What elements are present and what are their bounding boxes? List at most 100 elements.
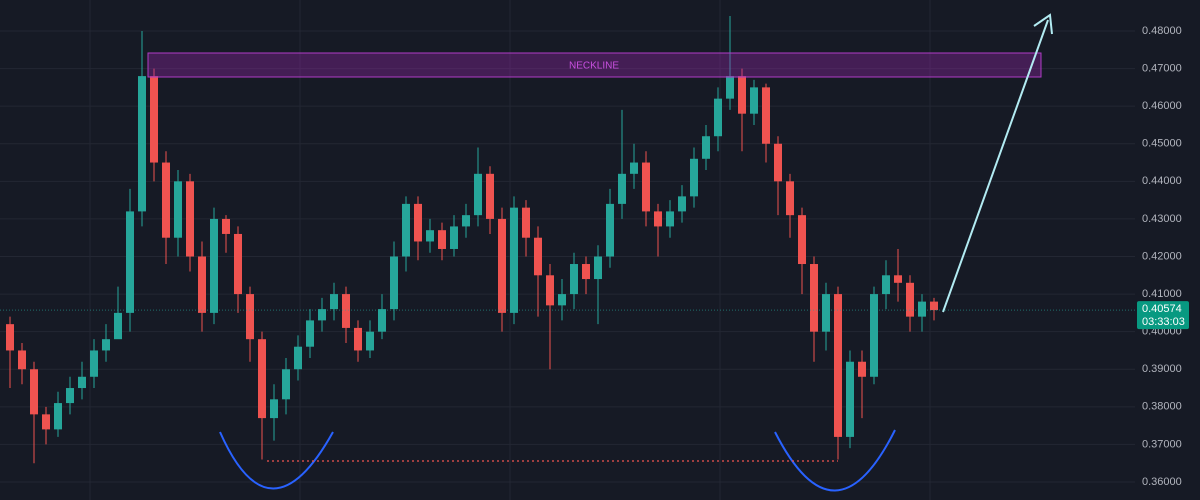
candle-body: [150, 76, 158, 163]
candle-body: [750, 87, 758, 114]
candle-body: [342, 294, 350, 328]
candle-body: [702, 136, 710, 159]
candle-body: [78, 376, 86, 389]
y-tick-label: 0.39000: [1142, 363, 1182, 375]
candle-body: [174, 181, 182, 238]
candle-body: [870, 294, 878, 377]
candle-body: [66, 388, 74, 404]
candle-body: [618, 173, 626, 204]
candle-body: [906, 282, 914, 317]
y-tick-label: 0.48000: [1142, 25, 1182, 37]
candle-body: [462, 215, 470, 227]
candle-body: [90, 350, 98, 377]
y-tick-label: 0.45000: [1142, 138, 1182, 150]
candle-body: [330, 294, 338, 310]
candle-body: [822, 294, 830, 332]
candle-body: [18, 350, 26, 370]
y-tick-label: 0.41000: [1142, 288, 1182, 300]
y-tick-label: 0.36000: [1142, 476, 1182, 488]
y-tick-label: 0.46000: [1142, 100, 1182, 112]
candle-body: [774, 143, 782, 182]
candle-body: [930, 301, 938, 311]
projection-arrow: [942, 19, 1049, 313]
candle-body: [474, 173, 482, 216]
candle-body: [606, 203, 614, 257]
candle-body: [582, 264, 590, 280]
candle-body: [6, 324, 14, 351]
candle-body: [858, 361, 866, 377]
candle-body: [270, 399, 278, 419]
candle-body: [738, 76, 746, 114]
candle-body: [690, 158, 698, 197]
candle-body: [570, 264, 578, 295]
candle-body: [234, 233, 242, 295]
candle-body: [918, 301, 926, 317]
candles: [6, 15, 938, 464]
candle-body: [186, 181, 194, 257]
candle-body: [666, 211, 674, 227]
candle-body: [594, 256, 602, 280]
arrow-head: [1033, 13, 1053, 35]
candle-body: [282, 369, 290, 400]
y-tick-label: 0.42000: [1142, 250, 1182, 262]
candle-body: [378, 309, 386, 332]
candle-body: [294, 346, 302, 370]
candle-body: [402, 203, 410, 257]
candle-body: [258, 339, 266, 419]
candle-body: [318, 309, 326, 321]
candle-body: [162, 162, 170, 238]
candle-body: [414, 203, 422, 242]
neckline-zone: [147, 52, 1042, 78]
candle-body: [894, 275, 902, 283]
candle-body: [366, 331, 374, 351]
price-axis: 0.360000.370000.380000.390000.400000.410…: [0, 25, 1189, 488]
y-tick-label: 0.43000: [1142, 213, 1182, 225]
candle-body: [126, 211, 134, 313]
candle-body: [786, 181, 794, 216]
candle-body: [846, 361, 854, 437]
candle-body: [834, 294, 842, 437]
candle-body: [510, 207, 518, 313]
candle-body: [534, 237, 542, 276]
left-shoulder-curve: [219, 431, 334, 490]
candle-body: [882, 275, 890, 295]
candle-body: [42, 414, 50, 430]
candle-body: [30, 369, 38, 415]
candle-body: [390, 256, 398, 310]
y-tick-label: 0.37000: [1142, 438, 1182, 450]
candle-body: [486, 173, 494, 219]
candle-body: [654, 211, 662, 227]
candle-body: [522, 207, 530, 238]
candle-body: [138, 76, 146, 212]
horizontal-grid: [0, 30, 1135, 483]
candle-body: [114, 312, 122, 340]
drawings: NECKLINE: [147, 13, 1053, 492]
candle-body: [498, 218, 506, 313]
candle-body: [546, 275, 554, 306]
candle-body: [558, 294, 566, 306]
candle-body: [354, 327, 362, 351]
candle-body: [762, 87, 770, 144]
neckline-label: NECKLINE: [569, 61, 619, 72]
y-tick-label: 0.38000: [1142, 401, 1182, 413]
candle-body: [426, 230, 434, 242]
candle-body: [678, 196, 686, 212]
candle-body: [798, 215, 806, 265]
candle-body: [102, 339, 110, 351]
last-price-label: 0.40574: [1142, 303, 1182, 315]
candle-body: [306, 320, 314, 347]
candle-body: [450, 226, 458, 249]
candle-body: [198, 256, 206, 313]
countdown-label: 03:33:03: [1142, 316, 1185, 328]
candle-body: [210, 218, 218, 313]
candle-body: [714, 98, 722, 137]
candle-body: [810, 264, 818, 332]
y-tick-label: 0.44000: [1142, 175, 1182, 187]
candle-body: [54, 403, 62, 430]
candle-body: [630, 162, 638, 174]
last-price-box: [1137, 301, 1189, 330]
candle-body: [726, 76, 734, 99]
right-shoulder-curve: [774, 429, 896, 492]
